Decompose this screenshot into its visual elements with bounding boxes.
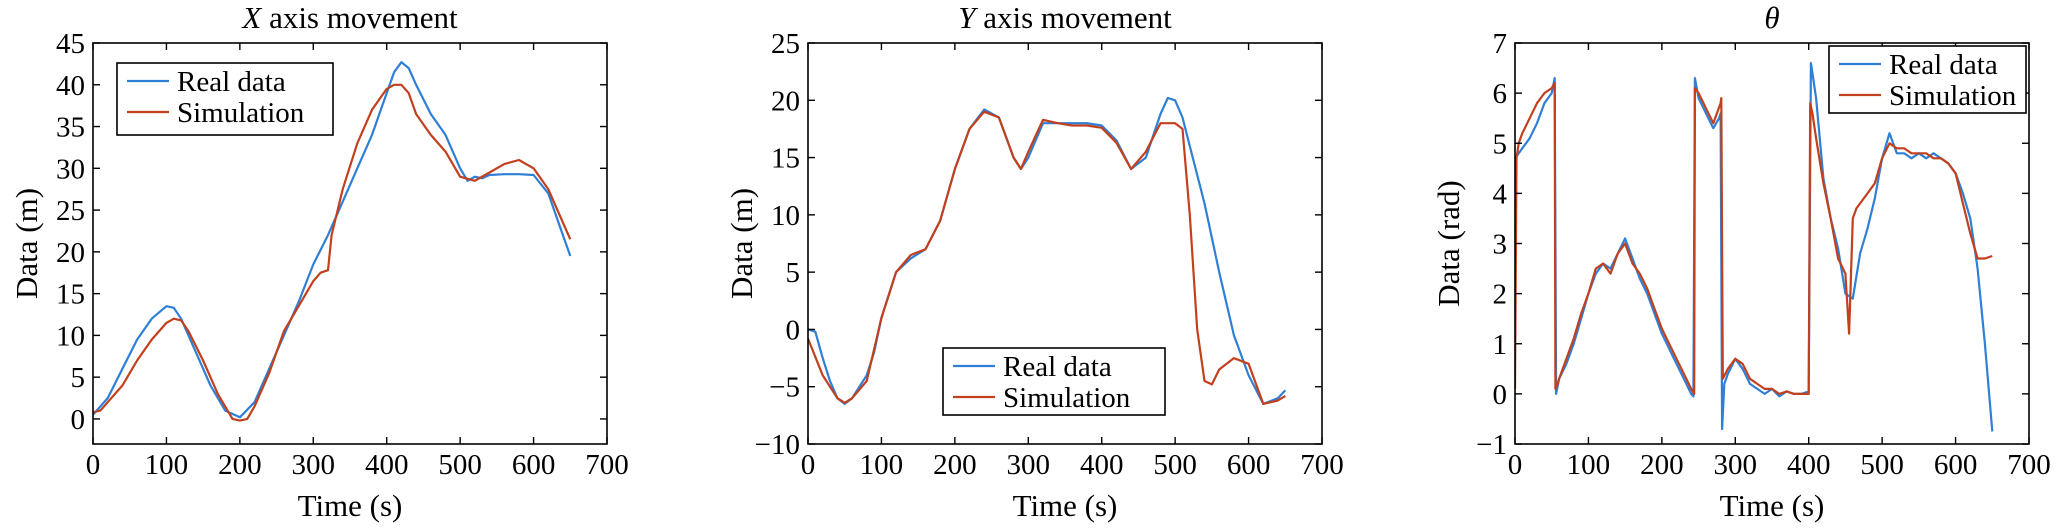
- x-tick-label: 700: [585, 449, 629, 481]
- y-tick-label: 25: [771, 28, 800, 60]
- y-tick-label: 35: [56, 112, 85, 144]
- x-tick-label: 700: [1300, 449, 1344, 481]
- series-line-simulation: [1515, 81, 1993, 395]
- x-tick-label: 200: [1640, 449, 1684, 481]
- legend-label-simulation: Simulation: [1003, 382, 1131, 414]
- y-tick-label: −10: [755, 429, 800, 461]
- x-tick-label: 0: [801, 449, 816, 481]
- legend-box: [116, 62, 334, 136]
- plot-frame: [807, 42, 1323, 445]
- y-tick-label: 15: [56, 279, 85, 311]
- y-tick-label: 10: [56, 320, 85, 352]
- y-tick-label: 40: [56, 70, 85, 102]
- y-tick-label: 3: [1493, 229, 1508, 261]
- y-tick-label: 45: [56, 28, 85, 60]
- plot-frame: [92, 42, 608, 445]
- x-tick-label: 400: [1080, 449, 1124, 481]
- x-tick-label: 400: [1787, 449, 1831, 481]
- legend-label-simulation: Simulation: [177, 97, 305, 129]
- y-tick-label: 4: [1493, 178, 1508, 210]
- x-tick-label: 100: [1567, 449, 1611, 481]
- y-tick-label: 1: [1493, 329, 1508, 361]
- y-tick-label: 2: [1493, 279, 1508, 311]
- x-tick-label: 100: [145, 449, 189, 481]
- x-tick-label: 200: [933, 449, 977, 481]
- chart-panel-2: 0 100 200 300 400 500 600 700 −10 −5 0 5 10 15 20 25 Y a…: [724, 0, 1344, 523]
- chart-title-symbol: Y: [958, 0, 978, 35]
- y-tick-label: 0: [786, 314, 801, 346]
- x-tick-label: 100: [860, 449, 904, 481]
- legend-box: [1828, 45, 2027, 114]
- y-tick-label: −1: [1476, 429, 1507, 461]
- x-tick-label: 700: [2007, 449, 2051, 481]
- y-tick-label: 10: [771, 200, 800, 232]
- x-tick-label: 500: [438, 449, 482, 481]
- x-tick-label: 600: [1227, 449, 1271, 481]
- y-tick-label: 0: [71, 404, 86, 436]
- x-axis-label: Time (s): [1013, 488, 1118, 523]
- y-tick-label: 5: [71, 362, 86, 394]
- y-tick-label: 7: [1493, 28, 1508, 60]
- y-tick-label: −5: [769, 372, 800, 404]
- x-tick-label: 600: [1934, 449, 1978, 481]
- series-line-real-data: [808, 96, 1287, 405]
- chart-title-text: axis movement: [975, 0, 1172, 35]
- legend-label-simulation: Simulation: [1889, 80, 2017, 112]
- chart-title-text: axis movement: [261, 0, 458, 35]
- y-tick-label: 20: [771, 85, 800, 117]
- y-tick-label: 6: [1493, 78, 1508, 110]
- x-tick-label: 500: [1153, 449, 1197, 481]
- chart-title: Y axis movement: [958, 0, 1172, 35]
- legend-label-real-data: Real data: [177, 66, 286, 98]
- x-tick-label: 200: [218, 449, 262, 481]
- chart-title-symbol: X: [240, 0, 262, 35]
- y-axis-label: Data (rad): [1431, 180, 1466, 307]
- x-tick-label: 0: [86, 449, 101, 481]
- chart-title: θ: [1764, 0, 1779, 35]
- x-tick-label: 300: [1007, 449, 1051, 481]
- series-line-real-data: [93, 61, 572, 419]
- x-tick-label: 300: [292, 449, 336, 481]
- x-tick-label: 400: [365, 449, 409, 481]
- x-axis-label: Time (s): [298, 488, 403, 523]
- chart-title-symbol: θ: [1764, 0, 1779, 35]
- y-axis-label: Data (m): [724, 188, 759, 299]
- y-tick-label: 30: [56, 153, 85, 185]
- chart-panel-1: 0 100 200 300 400 500 600 700 0 5 10 15 20 25 30 35 40 45…: [9, 0, 629, 523]
- y-tick-label: 5: [786, 257, 801, 289]
- y-tick-label: 15: [771, 143, 800, 175]
- series-line-real-data: [1515, 61, 1994, 432]
- y-tick-label: 25: [56, 195, 85, 227]
- y-tick-label: 0: [1493, 379, 1508, 411]
- x-tick-label: 300: [1714, 449, 1758, 481]
- x-tick-label: 600: [512, 449, 556, 481]
- y-tick-label: 20: [56, 237, 85, 269]
- x-tick-label: 0: [1508, 449, 1523, 481]
- series-line-simulation: [93, 83, 572, 422]
- legend-label-real-data: Real data: [1889, 49, 1998, 81]
- series-line-simulation: [808, 110, 1286, 405]
- y-axis-label: Data (m): [9, 188, 44, 299]
- legend-label-real-data: Real data: [1003, 351, 1112, 383]
- x-tick-label: 500: [1860, 449, 1904, 481]
- legend-box: [942, 347, 1166, 416]
- chart-title: X axis movement: [240, 0, 458, 35]
- x-axis-label: Time (s): [1720, 488, 1825, 523]
- y-tick-label: 5: [1493, 128, 1508, 160]
